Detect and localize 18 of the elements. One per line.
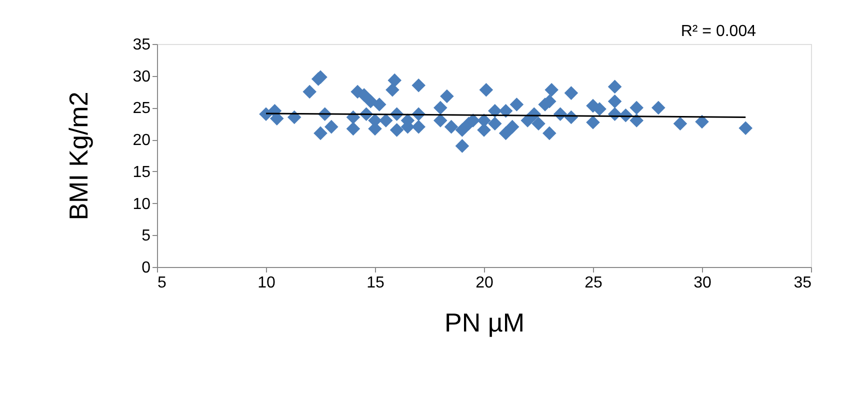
y-tick-label: 5: [142, 228, 151, 245]
y-tick-label: 30: [132, 68, 151, 86]
x-tick-label: 25: [584, 274, 602, 292]
y-tick-label: 25: [132, 100, 151, 118]
x-tick-label: 10: [258, 274, 276, 292]
x-tick-label: 20: [476, 274, 494, 292]
x-tick-label: 30: [694, 274, 712, 292]
y-tick-label: 35: [132, 36, 151, 54]
x-tick-label: 5: [158, 274, 166, 292]
y-axis-title: BMI Kg/m2: [64, 92, 94, 220]
y-tick-label: 15: [132, 164, 151, 181]
y-tick-label: 10: [132, 196, 151, 213]
x-tick-label: 35: [794, 274, 812, 292]
x-axis-title: PN µM: [444, 308, 524, 338]
y-tick-label: 0: [142, 260, 151, 276]
y-tick-label: 20: [132, 132, 151, 150]
text: R² = 0.004: [680, 23, 756, 40]
x-tick-label: 15: [366, 274, 384, 292]
